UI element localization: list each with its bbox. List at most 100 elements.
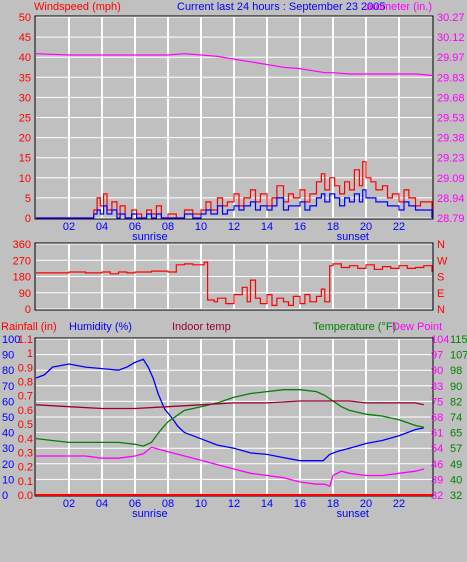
dewpoint-tick-label: 90: [431, 365, 443, 377]
hour-tick-label: 06: [129, 221, 141, 233]
rainfall-tick-label: 0.6: [18, 405, 33, 417]
dewpoint-tick-label: 83: [431, 381, 443, 393]
humidity-tick-label: 10: [2, 474, 14, 486]
wind-tick-label: 5: [25, 193, 31, 205]
temperature-tick-label: 115: [450, 334, 467, 346]
dewpoint-tick-label: 39: [431, 474, 443, 486]
wind-tick-label: 25: [19, 113, 31, 125]
humidity-tick-label: 100: [2, 334, 20, 346]
hour-tick-label: 10: [195, 221, 207, 233]
barometer-tick-label: 28.79: [437, 213, 465, 225]
wind-tick-label: 50: [19, 12, 31, 24]
grid-layer: [36, 16, 432, 496]
chart-title: Current last 24 hours : September 23 200…: [177, 1, 386, 13]
hour-tick-label: 04: [96, 498, 108, 510]
hour-tick-label: 18: [327, 498, 339, 510]
barometer-tick-label: 29.09: [437, 173, 465, 185]
direction-tick-label: 180: [13, 272, 31, 284]
humidity-tick-label: 80: [2, 365, 14, 377]
indoor-temp-line: [35, 400, 424, 410]
temperature-tick-label: 74: [450, 412, 462, 424]
wind-tick-label: 0: [25, 213, 31, 225]
temperature-tick-label: 82: [450, 396, 462, 408]
hour-tick-label: 20: [360, 498, 372, 510]
rainfall-tick-label: 0.4: [18, 433, 33, 445]
barometer-tick-label: 29.23: [437, 153, 465, 165]
wind-direction-line: [36, 261, 433, 306]
compass-tick-label: N: [437, 239, 445, 251]
hour-tick-label: 12: [228, 221, 240, 233]
indoor-temp-label: Indoor temp: [172, 321, 231, 333]
wind-tick-label: 35: [19, 72, 31, 84]
dewpoint-tick-label: 97: [431, 350, 443, 362]
humidity-tick-label: 30: [2, 443, 14, 455]
rainfall-tick-label: 1: [27, 348, 33, 360]
temperature-tick-label: 107: [450, 350, 467, 362]
temperature-tick-label: 57: [450, 443, 462, 455]
hour-tick-label: 14: [261, 498, 273, 510]
rainfall-tick-label: 0.2: [18, 462, 33, 474]
gust-line: [36, 189, 433, 219]
windspeed-axis-title: Windspeed (mph): [34, 1, 121, 13]
rainfall-tick-label: 0.0: [18, 490, 33, 502]
temperature-tick-label: 65: [450, 428, 462, 440]
dewpoint-tick-label: 104: [431, 334, 449, 346]
temperature-tick-label: 49: [450, 459, 462, 471]
humidity-tick-label: 50: [2, 412, 14, 424]
hour-tick-label: 14: [261, 221, 273, 233]
wind-tick-label: 45: [19, 32, 31, 44]
hour-tick-label: 18: [327, 221, 339, 233]
compass-tick-label: E: [437, 288, 444, 300]
hour-tick-label: 16: [294, 498, 306, 510]
hour-tick-label: 12: [228, 498, 240, 510]
hour-tick-label: 08: [162, 221, 174, 233]
barometer-tick-label: 29.97: [437, 52, 465, 64]
dewpoint-tick-label: 61: [431, 428, 443, 440]
sunrise-label: sunrise: [132, 508, 167, 520]
humidity-tick-label: 90: [2, 350, 14, 362]
dewpoint-tick-label: 46: [431, 459, 443, 471]
compass-tick-label: S: [437, 272, 444, 284]
dewpoint-tick-label: 75: [431, 396, 443, 408]
wind-tick-label: 30: [19, 92, 31, 104]
dewpoint-line: [36, 446, 424, 488]
temperature-tick-label: 40: [450, 474, 462, 486]
hour-tick-label: 20: [360, 221, 372, 233]
barometer-line: [35, 53, 433, 76]
sunrise-label: sunrise: [132, 231, 167, 243]
hour-tick-label: 10: [195, 498, 207, 510]
hour-tick-label: 02: [63, 498, 75, 510]
hour-tick-label: 16: [294, 221, 306, 233]
temperature-tick-label: 32: [450, 490, 462, 502]
hour-tick-label: 06: [129, 498, 141, 510]
barometer-tick-label: 28.94: [437, 193, 465, 205]
sunset-label: sunset: [337, 231, 369, 243]
humidity-axis-title: Humidity (%): [69, 321, 132, 333]
wind-tick-label: 40: [19, 52, 31, 64]
temperature-tick-label: 98: [450, 365, 462, 377]
rainfall-tick-label: 0.7: [18, 391, 33, 403]
direction-tick-label: 360: [13, 239, 31, 251]
wind-tick-label: 15: [19, 153, 31, 165]
hour-tick-label: 02: [63, 221, 75, 233]
series-layer: [35, 53, 433, 496]
hour-tick-label: 22: [393, 221, 405, 233]
humidity-tick-label: 70: [2, 381, 14, 393]
dewpoint-tick-label: 68: [431, 412, 443, 424]
rainfall-tick-label: 0.3: [18, 447, 33, 459]
dewpoint-axis-title: Dew Point: [392, 321, 442, 333]
barometer-axis-title: arometer (in.): [366, 1, 432, 13]
temperature-line: [35, 389, 424, 447]
rainfall-tick-label: 1.1: [18, 334, 33, 346]
dewpoint-tick-label: 32: [431, 490, 443, 502]
rainfall-tick-label: 0.8: [18, 377, 33, 389]
rainfall-tick-label: 0.9: [18, 362, 33, 374]
direction-tick-label: 0: [25, 304, 31, 316]
rainfall-axis-title: Rainfall (in): [1, 321, 57, 333]
barometer-tick-label: 29.83: [437, 72, 465, 84]
wind-tick-label: 20: [19, 133, 31, 145]
temperature-axis-title: Temperature (°F): [313, 321, 396, 333]
